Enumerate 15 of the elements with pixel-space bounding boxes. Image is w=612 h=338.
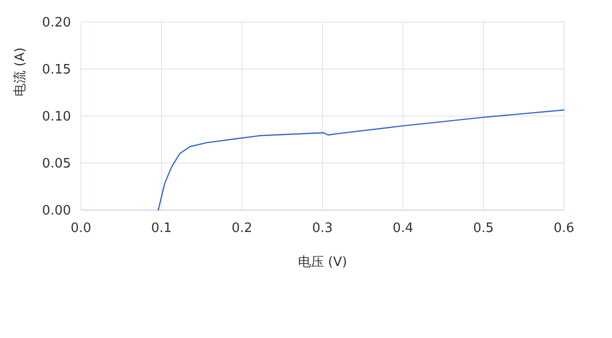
y-tick-label: 0.05: [42, 156, 71, 172]
x-tick-label: 0.0: [70, 221, 92, 236]
y-tick-label: 0.00: [42, 204, 71, 218]
x-tick-label: 0.4: [392, 221, 414, 236]
x-tick-label: 0.6: [554, 221, 574, 236]
y-tick-label: 0.20: [42, 16, 71, 30]
x-tick-label: 0.1: [151, 221, 172, 236]
y-axis-title: 电流 (A): [12, 47, 28, 97]
x-axis-title: 电压 (V): [298, 255, 348, 270]
x-tick-label: 0.2: [232, 221, 252, 236]
x-tick-label: 0.3: [312, 221, 333, 236]
x-tick-label: 0.5: [473, 221, 494, 236]
line-series: [158, 109, 565, 211]
y-tick-label: 0.15: [42, 62, 71, 78]
y-tick-label: 0.10: [42, 110, 71, 124]
